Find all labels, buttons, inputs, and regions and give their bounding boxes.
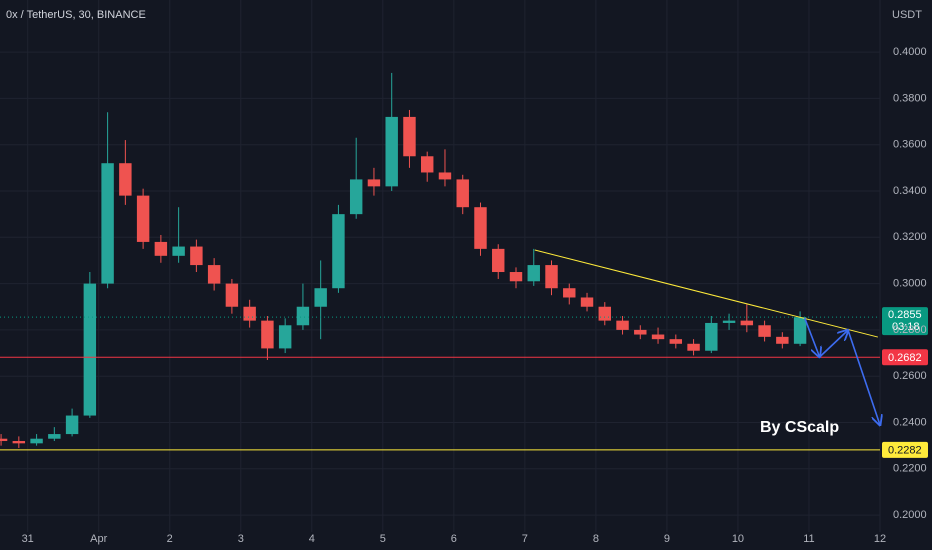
y-tick-label: 0.2400 (893, 416, 927, 428)
candle-body (190, 246, 203, 266)
candle-body (722, 320, 736, 323)
arrow (819, 330, 848, 358)
candle-body (154, 241, 168, 256)
annotation: By CScalp (760, 419, 839, 436)
candle-body (598, 306, 611, 321)
last-price-label: 0.2855 (888, 309, 922, 321)
y-tick-label: 0.2800 (893, 324, 927, 336)
candle-body (438, 172, 452, 180)
y-axis-label: USDT (892, 9, 922, 21)
grid (0, 0, 881, 532)
candle-body (793, 317, 807, 344)
candle-body (563, 288, 576, 298)
candle-body (261, 320, 274, 349)
candle-body (278, 325, 292, 349)
candle-body (0, 438, 8, 442)
y-tick-label: 0.3800 (893, 92, 927, 104)
candle-body (101, 163, 114, 284)
arrow (803, 317, 820, 357)
y-tick-label: 0.3600 (893, 139, 927, 151)
x-tick-label: 12 (874, 533, 886, 545)
x-tick-label: 4 (309, 533, 315, 545)
y-tick-label: 0.3000 (893, 278, 927, 290)
y-tick-label: 0.3400 (893, 185, 927, 197)
last-price-tag (882, 307, 928, 336)
candle-body (349, 179, 363, 215)
candle-body (527, 265, 540, 282)
x-tick-label: 8 (593, 533, 599, 545)
x-tick-label: 31 (22, 533, 34, 545)
y-tick-label: 0.2000 (893, 509, 927, 521)
x-tick-label: 2 (167, 533, 173, 545)
countdown-label: 03:18 (892, 321, 920, 333)
candle-body (119, 163, 132, 196)
y-tick-label: 0.2200 (893, 463, 927, 475)
y-tick-label: 0.4000 (893, 46, 927, 58)
candle-body (30, 438, 43, 444)
candle-body (421, 156, 434, 173)
candle-body (12, 441, 26, 444)
candle-body (332, 214, 345, 289)
candle-body (296, 306, 310, 326)
candle-body (207, 265, 221, 284)
candle-body (367, 179, 381, 187)
price-tag-label: 0.2282 (888, 445, 922, 457)
plot (0, 72, 807, 448)
y-tick-label: 0.2600 (893, 370, 927, 382)
candle-body (172, 246, 185, 256)
candle-body (616, 320, 629, 330)
candle-body (385, 116, 398, 187)
candle-body (83, 283, 97, 416)
price-tag-label: 0.2682 (888, 352, 922, 364)
candle-body (403, 116, 416, 157)
x-tick-label: 7 (522, 533, 528, 545)
y-tick-label: 0.3200 (893, 231, 927, 243)
x-tick-label: Apr (90, 533, 107, 545)
x-tick-label: 10 (732, 533, 744, 545)
candle-body (687, 343, 700, 351)
candle-body (456, 179, 469, 208)
x-tick-label: 5 (380, 533, 386, 545)
candle-body (705, 322, 718, 351)
candle-body (474, 207, 487, 249)
candle-body (580, 297, 594, 307)
candle-body (776, 336, 789, 344)
candle-body (634, 329, 647, 335)
candle-body (492, 248, 505, 273)
x-tick-label: 6 (451, 533, 457, 545)
x-tick-label: 3 (238, 533, 244, 545)
candle-body (243, 306, 256, 321)
x-tick-label: 11 (803, 533, 814, 545)
candle-body (136, 195, 150, 242)
price-tag (882, 349, 928, 366)
candle-body (669, 339, 683, 344)
candle-body (509, 272, 523, 282)
arrow (847, 329, 880, 425)
chart-title: 0x / TetherUS, 30, BINANCE (6, 9, 146, 21)
candle-body (545, 265, 558, 289)
candle-body (740, 320, 754, 326)
candle-body (651, 334, 665, 340)
price-tag (882, 441, 928, 458)
trendline (534, 249, 878, 338)
candle-body (758, 325, 771, 337)
candle-body (314, 288, 327, 307)
candle-body (225, 283, 239, 307)
x-tick-label: 9 (664, 533, 670, 545)
candle-body (65, 415, 79, 435)
candle-body (48, 434, 61, 439)
